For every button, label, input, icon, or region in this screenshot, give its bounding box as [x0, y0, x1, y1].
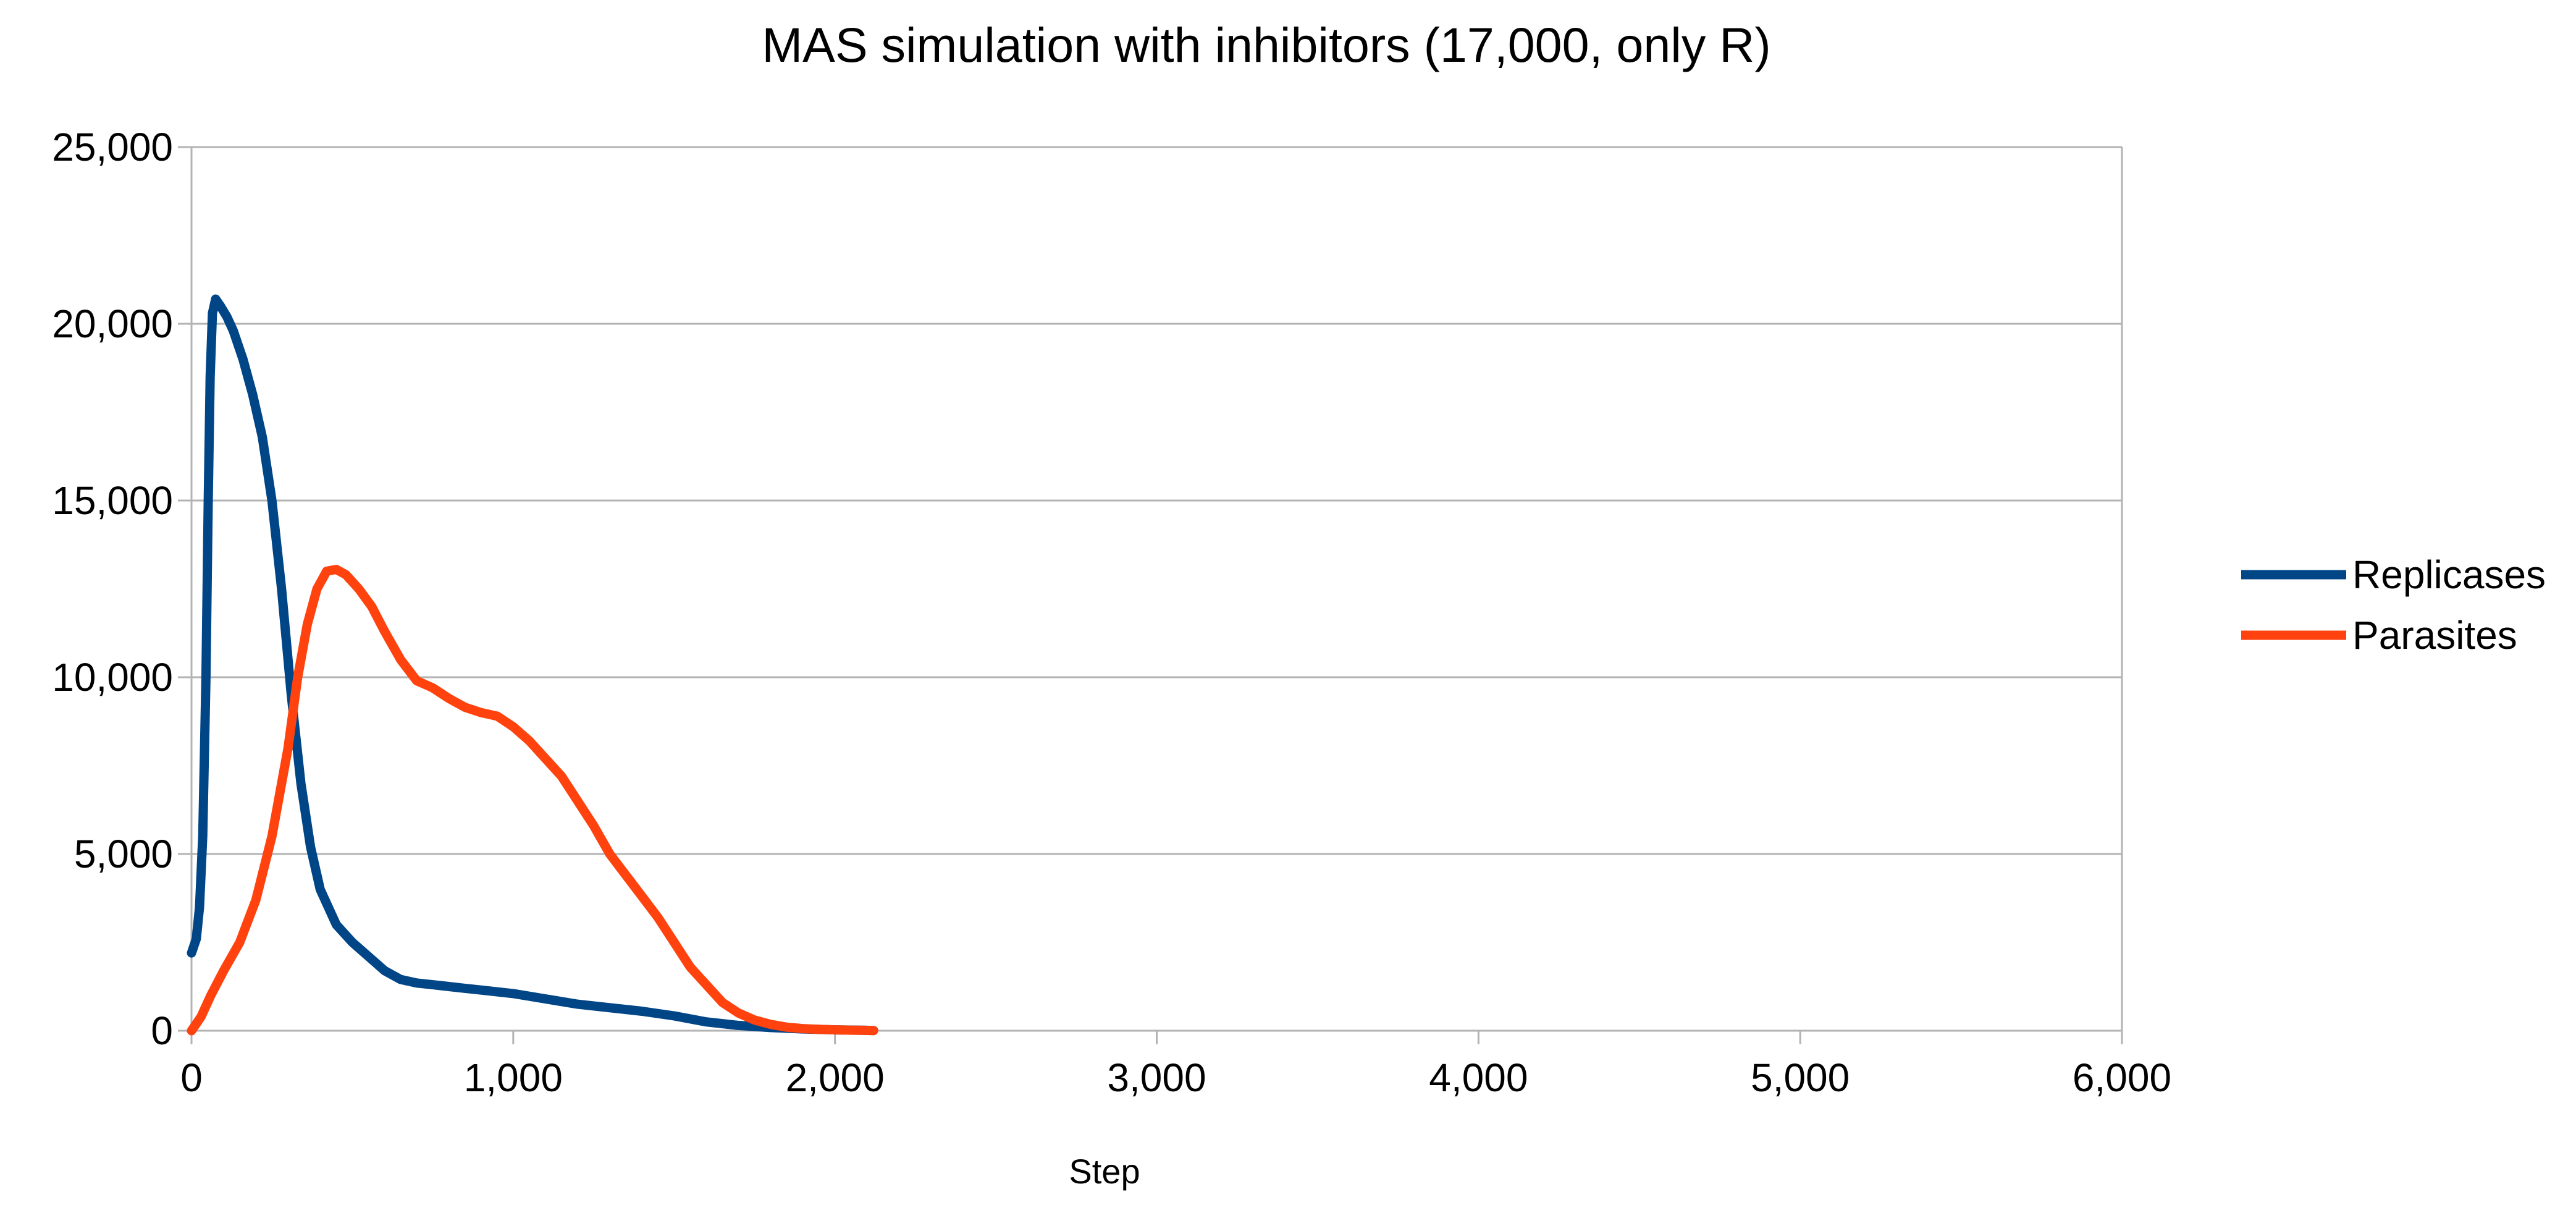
x-tick-label: 3,000 — [1107, 1055, 1206, 1100]
series-line-replicases — [187, 294, 878, 1036]
x-tick-label: 0 — [180, 1055, 203, 1100]
x-tick-label: 5,000 — [1751, 1055, 1850, 1100]
x-tick-label: 6,000 — [2073, 1055, 2171, 1100]
y-tick-label: 20,000 — [52, 302, 173, 346]
series-lines — [187, 294, 878, 1036]
axes — [178, 146, 2123, 1044]
x-axis-label: Step — [1069, 1152, 1140, 1191]
chart-title: MAS simulation with inhibitors (17,000, … — [762, 17, 1770, 72]
legend-label-replicases: Replicases — [2352, 552, 2546, 597]
x-tick-label: 4,000 — [1429, 1055, 1528, 1100]
y-tick-label: 15,000 — [52, 478, 173, 523]
series-line-parasites — [187, 565, 878, 1036]
x-tick-label: 2,000 — [786, 1055, 885, 1100]
y-tick-label: 25,000 — [52, 125, 173, 169]
y-tick-labels: 0 5,000 10,000 15,000 20,000 25,000 — [52, 125, 173, 1053]
legend-label-parasites: Parasites — [2352, 613, 2517, 657]
x-tick-label: 1,000 — [464, 1055, 563, 1100]
y-tick-label: 5,000 — [74, 832, 173, 876]
legend: Replicases Parasites — [2241, 552, 2546, 657]
x-tick-labels: 0 1,000 2,000 3,000 4,000 5,000 6,000 — [180, 1055, 2171, 1100]
y-tick-label: 0 — [151, 1008, 173, 1053]
y-tick-label: 10,000 — [52, 655, 173, 699]
